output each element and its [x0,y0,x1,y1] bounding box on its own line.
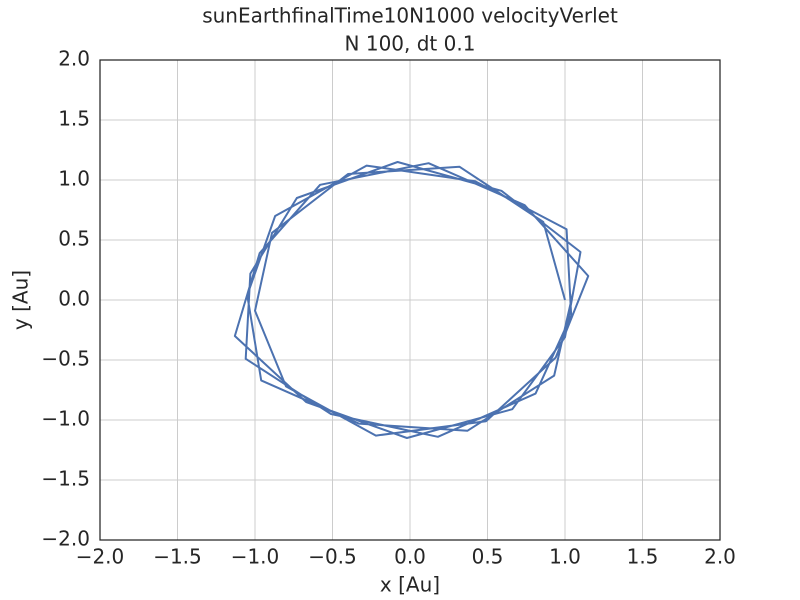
plot-frame [99,59,721,541]
x-tick-label: 1.0 [549,545,581,569]
x-tick-label: 2.0 [704,545,736,569]
chart-title: sunEarthfinalTime10N1000 velocityVerlet [202,4,618,28]
x-tick-label: 1.5 [627,545,659,569]
y-tick-label: 0.5 [58,227,90,251]
x-tick-label: 0.0 [394,545,426,569]
x-tick-label: 0.5 [472,545,504,569]
y-tick-label: −2.0 [41,527,90,551]
y-tick-label: 1.0 [58,167,90,191]
y-tick-label: −0.5 [41,347,90,371]
y-tick-label: −1.0 [41,407,90,431]
x-tick-label: −0.5 [308,545,357,569]
x-axis-label: x [Au] [380,573,440,597]
y-tick-label: 2.0 [58,47,90,71]
chart-subtitle: N 100, dt 0.1 [345,32,476,56]
y-tick-label: −1.5 [41,467,90,491]
x-tick-label: −1.5 [153,545,202,569]
x-tick-label: −1.0 [231,545,280,569]
y-axis-label: y [Au] [9,270,33,330]
orbit-line [233,161,590,439]
x-tick-label: −2.0 [76,545,125,569]
y-tick-label: 1.5 [58,107,90,131]
y-tick-label: 0.0 [58,287,90,311]
